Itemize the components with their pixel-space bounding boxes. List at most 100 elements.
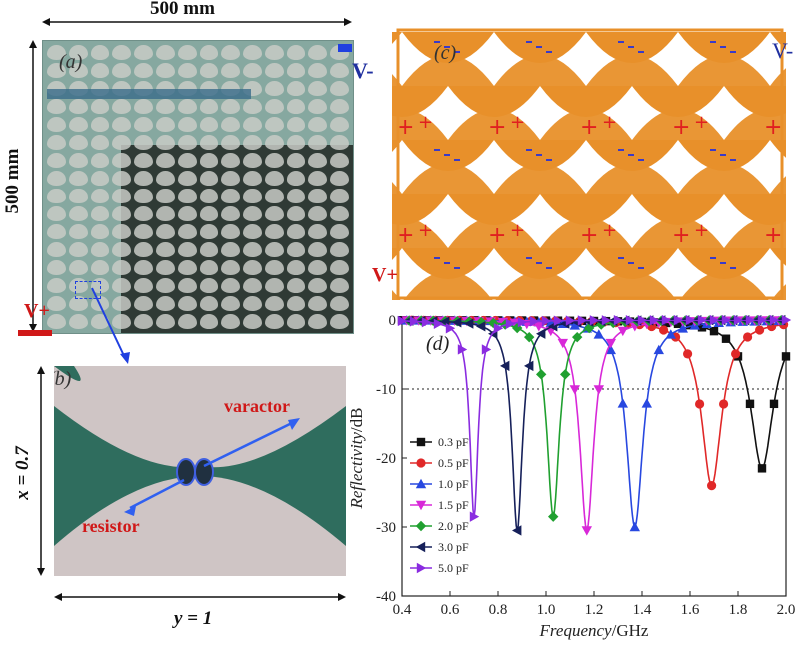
plot-frame	[401, 319, 787, 597]
patch-cell	[221, 62, 241, 78]
patch-cell	[199, 296, 219, 312]
panel-a-bias-strip	[47, 89, 251, 99]
patch-lower	[770, 274, 800, 302]
legend-label: 2.0 pF	[438, 519, 469, 533]
data-point	[605, 338, 616, 349]
patch-cell	[199, 188, 219, 204]
data-point	[721, 314, 732, 326]
patch-cell	[134, 45, 153, 60]
patch-cell	[199, 98, 219, 114]
data-point	[445, 323, 456, 334]
patch-cell	[308, 314, 328, 329]
patch-cell	[112, 116, 132, 132]
patch-cell	[199, 224, 219, 240]
data-point	[677, 323, 688, 333]
legend-marker	[415, 478, 427, 489]
patch-cell	[112, 206, 132, 222]
patch-cell	[308, 206, 328, 222]
patch-cell	[264, 278, 284, 294]
patch-cell	[134, 296, 153, 312]
x-tick-label: 0.8	[489, 602, 508, 618]
data-point	[721, 334, 731, 343]
patch-cell	[308, 62, 328, 78]
patch-lower	[586, 162, 678, 194]
x-tick-label: 1.2	[585, 602, 604, 618]
panel-c-schematic: ++++++++++++++++++++ (c)	[310, 28, 800, 302]
patch-lower	[632, 216, 724, 248]
patch-cell	[112, 152, 132, 168]
patch-cell	[112, 278, 132, 294]
patch-cell	[177, 98, 197, 114]
data-point	[505, 318, 516, 329]
data-point	[683, 349, 693, 359]
patch-cell	[155, 224, 175, 240]
patch-cell	[264, 170, 284, 186]
patch-cell	[330, 278, 349, 294]
patch-cell	[134, 62, 153, 78]
zoom-arrow	[80, 280, 140, 375]
x-tick-label: 1.0	[537, 602, 556, 618]
data-point	[517, 316, 528, 328]
plus-sign: +	[510, 112, 525, 133]
patch-cell	[47, 206, 66, 222]
data-point	[625, 315, 636, 326]
patch-cell	[330, 224, 349, 240]
plus-sign: +	[488, 223, 506, 248]
patch-cell	[47, 116, 66, 132]
data-point	[493, 323, 504, 334]
patch-cell	[90, 314, 110, 329]
patch-upper	[770, 248, 800, 276]
panel-b-width-arrow	[54, 590, 346, 604]
patch-cell	[177, 242, 197, 258]
patch-cell	[134, 170, 153, 186]
panel-a-cell-grid	[43, 41, 353, 333]
patch-cell	[308, 116, 328, 132]
patch-cell	[68, 98, 88, 114]
data-point	[524, 360, 534, 372]
data-point	[719, 399, 729, 409]
patch-cell	[243, 188, 262, 204]
patch-upper	[632, 194, 724, 226]
plus-sign: +	[602, 112, 617, 133]
patch-cell	[264, 62, 284, 78]
patch-upper	[448, 194, 540, 226]
patch-cell	[47, 224, 66, 240]
patch-cell	[47, 278, 66, 294]
data-point	[673, 314, 684, 326]
data-point	[433, 318, 444, 329]
patch-cell	[68, 134, 88, 150]
patch-cell	[330, 242, 349, 258]
patch-cell	[112, 188, 132, 204]
patch-cell	[155, 98, 175, 114]
patch-cell	[68, 224, 88, 240]
patch-lower	[448, 108, 540, 140]
patch-cell	[177, 296, 197, 312]
patch-cell	[221, 188, 241, 204]
data-point	[685, 314, 696, 326]
patch-cell	[47, 260, 66, 276]
patch-cell	[134, 206, 153, 222]
data-point	[685, 320, 695, 330]
varactor-label: varactor	[224, 396, 290, 416]
patch-cell	[112, 134, 132, 150]
panel-a-height-arrow	[26, 40, 40, 332]
data-point	[755, 325, 765, 335]
patch-cell	[90, 188, 110, 204]
patch-cell	[177, 224, 197, 240]
patch-cell	[134, 278, 153, 294]
data-point	[757, 464, 767, 473]
patch-cell	[264, 242, 284, 258]
panel-b-y-dim: y = 1	[174, 608, 213, 629]
data-point	[452, 317, 462, 328]
patch-cell	[112, 314, 132, 329]
patch-cell	[199, 278, 219, 294]
data-point	[593, 385, 604, 395]
patch-cell	[243, 170, 262, 186]
patch-cell	[68, 242, 88, 258]
patch-cell	[286, 224, 306, 240]
resistor-label: resistor	[82, 516, 140, 536]
patch-cell	[264, 260, 284, 276]
panel-a-label: (a)	[59, 51, 83, 73]
data-point	[409, 316, 420, 327]
data-point	[707, 481, 717, 491]
